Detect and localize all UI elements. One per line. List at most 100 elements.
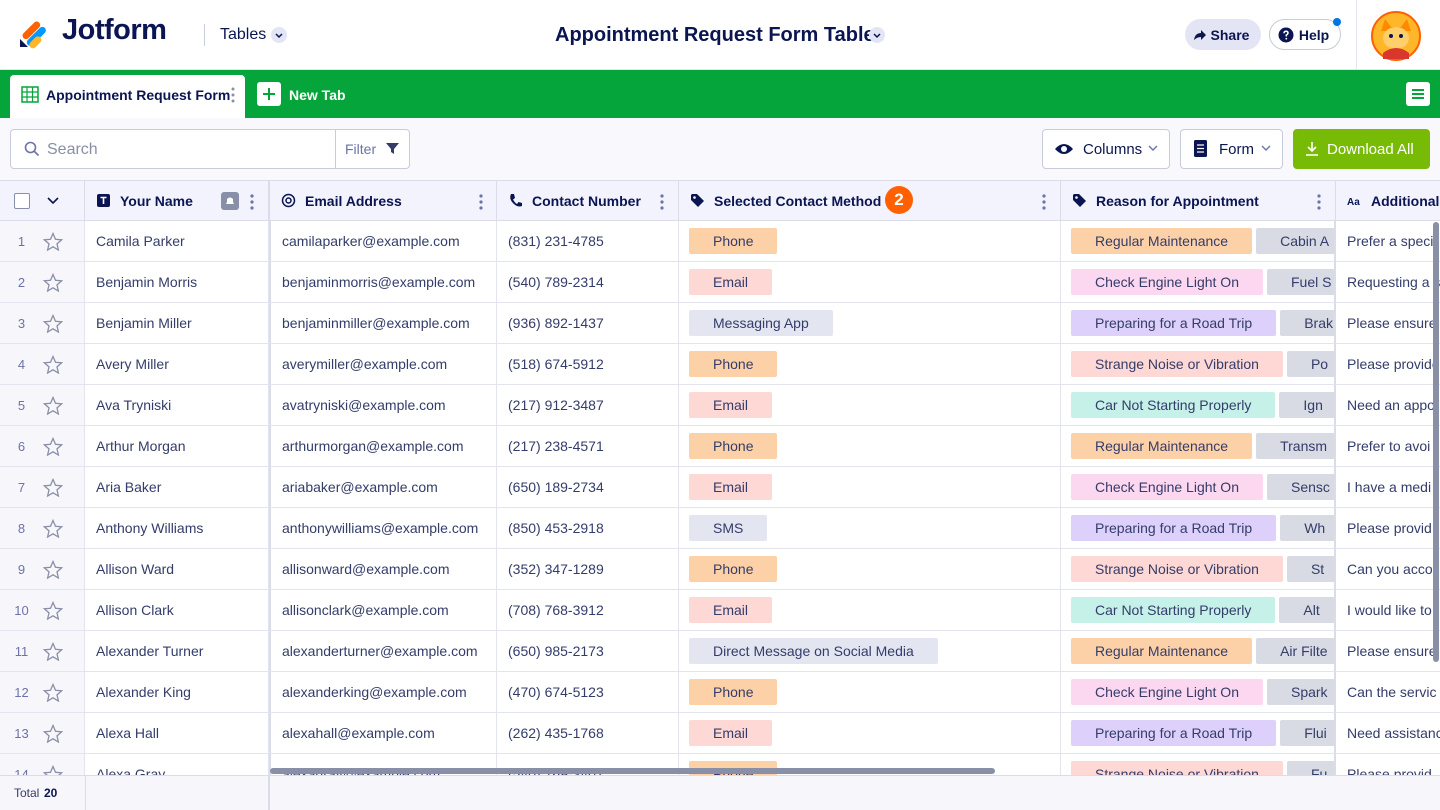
reason-tag: Strange Noise or Vibration: [1071, 556, 1283, 582]
row-header: 8: [0, 508, 85, 549]
star-icon[interactable]: [43, 437, 63, 456]
email-text: avatryniski@example.com: [282, 397, 446, 413]
star-icon[interactable]: [43, 642, 63, 661]
search-placeholder[interactable]: Search: [47, 141, 98, 158]
row-number: 1: [17, 233, 26, 249]
column-icon: [97, 194, 110, 207]
new-tab-label[interactable]: New Tab: [289, 87, 346, 103]
phone-text: (936) 892-1437: [508, 315, 604, 331]
reason-tag: Cabin A: [1256, 228, 1334, 254]
logo-icon: [20, 21, 46, 49]
star-icon[interactable]: [43, 560, 63, 579]
column-icon: [691, 194, 704, 207]
star-icon[interactable]: [43, 396, 63, 415]
active-tab[interactable]: [10, 75, 245, 118]
method-tag: SMS: [689, 515, 768, 541]
row-number: 9: [17, 561, 26, 577]
method-cell: SMS: [679, 508, 1061, 549]
phone-cell: (936) 892-1437: [497, 303, 679, 344]
row-header: 12: [0, 672, 85, 713]
column-title: Reason for Appointment: [1096, 193, 1259, 209]
column-header[interactable]: Email Address: [269, 181, 497, 221]
name-cell: Ava Tryniski: [85, 385, 269, 426]
select-all[interactable]: [14, 193, 30, 209]
share-label: Share: [1210, 26, 1250, 43]
logo-text[interactable]: Jotform: [62, 14, 167, 46]
new-tab-icon[interactable]: [257, 82, 281, 106]
additional-cell: Can the servic: [1336, 672, 1440, 713]
email-cell: allisonward@example.com: [269, 549, 497, 590]
phone-cell: (850) 453-2918: [497, 508, 679, 549]
column-header[interactable]: Your Name: [85, 181, 269, 221]
star-icon[interactable]: [43, 765, 63, 775]
column-header[interactable]: Contact Number: [497, 181, 679, 221]
share-button[interactable]: Share: [1185, 19, 1261, 50]
row-number: 10: [14, 602, 29, 618]
help-button[interactable]: Help: [1269, 19, 1341, 50]
name-cell: Avery Miller: [85, 344, 269, 385]
star-icon[interactable]: [43, 273, 63, 292]
method-cell: Phone: [679, 221, 1061, 262]
h-scrollbar[interactable]: [270, 768, 995, 774]
svg-text:Aa: Aa: [1347, 197, 1360, 208]
method-cell: Email: [679, 385, 1061, 426]
method-cell: Email: [679, 467, 1061, 508]
phone-cell: (217) 912-3487: [497, 385, 679, 426]
method-cell: Email: [679, 262, 1061, 303]
tabs-menu[interactable]: [1406, 82, 1430, 106]
reason-tag: Preparing for a Road Trip: [1071, 515, 1277, 541]
title-chevron[interactable]: [869, 27, 885, 43]
additional-text: Please ensure: [1347, 643, 1437, 659]
phone-cell: (708) 768-3912: [497, 590, 679, 631]
column-icon: Aa: [1347, 197, 1360, 208]
email-cell: avatryniski@example.com: [269, 385, 497, 426]
form-icon: [1194, 140, 1207, 157]
eye-icon: [1055, 144, 1073, 154]
email-text: alexahall@example.com: [282, 725, 435, 741]
column-header[interactable]: Selected Contact Method 2: [679, 181, 1061, 221]
row-header: 6: [0, 426, 85, 467]
method-tag: Phone: [689, 556, 778, 582]
reason-tag: Transm: [1256, 433, 1334, 459]
method-tag: Email: [689, 720, 773, 746]
phone-cell: (650) 985-2173: [497, 631, 679, 672]
row-number: 4: [17, 356, 26, 372]
avatar[interactable]: [1371, 11, 1421, 61]
phone-cell: (831) 231-4785: [497, 221, 679, 262]
phone-cell: (518) 674-5912: [497, 344, 679, 385]
download-button[interactable]: Download All: [1293, 129, 1430, 169]
star-icon[interactable]: [43, 601, 63, 620]
filter-icon[interactable]: [386, 142, 399, 155]
reason-cell: Regular Maintenance Air Filte: [1061, 631, 1336, 672]
star-icon[interactable]: [43, 355, 63, 374]
method-tag: Phone: [689, 228, 778, 254]
star-icon[interactable]: [43, 232, 63, 251]
tables-menu[interactable]: Tables: [220, 26, 267, 43]
reason-cell: Strange Noise or Vibration Po: [1061, 344, 1336, 385]
filter-label[interactable]: Filter: [345, 141, 377, 157]
row-number: 7: [17, 479, 26, 495]
tables-chevron[interactable]: [271, 27, 287, 43]
active-tab-label[interactable]: Appointment Request Form: [46, 87, 231, 103]
email-cell: benjaminmorris@example.com: [269, 262, 497, 303]
column-title: Selected Contact Method: [714, 193, 882, 209]
column-header[interactable]: Aa Additional: [1336, 181, 1440, 221]
v-scrollbar[interactable]: [1433, 222, 1439, 662]
search-box[interactable]: [10, 129, 410, 169]
star-icon[interactable]: [43, 519, 63, 538]
tab-menu[interactable]: [230, 86, 236, 104]
phone-text: (708) 768-3912: [508, 602, 604, 618]
name-text: Aria Baker: [96, 479, 162, 495]
additional-text: Prefer a speci: [1347, 233, 1434, 249]
star-icon[interactable]: [43, 314, 63, 333]
phone-cell: (262) 435-1768: [497, 713, 679, 754]
phone-cell: (217) 238-4571: [497, 426, 679, 467]
reason-tag: Check Engine Light On: [1071, 269, 1263, 295]
method-tag: Messaging App: [689, 310, 833, 336]
name-text: Benjamin Morris: [96, 274, 198, 290]
column-header[interactable]: Reason for Appointment: [1061, 181, 1336, 221]
star-icon[interactable]: [43, 724, 63, 743]
star-icon[interactable]: [43, 478, 63, 497]
star-icon[interactable]: [43, 683, 63, 702]
phone-cell: (540) 789-2314: [497, 262, 679, 303]
